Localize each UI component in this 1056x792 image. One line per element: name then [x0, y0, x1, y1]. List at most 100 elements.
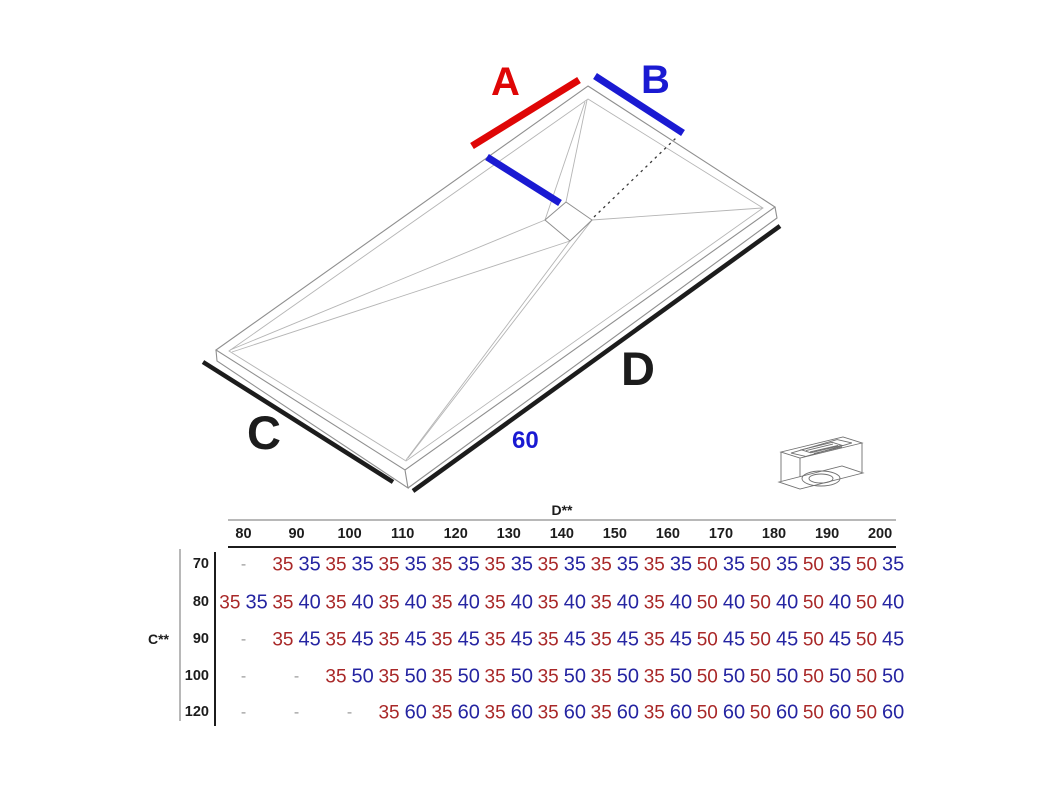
cell-value-blue: 40 [351, 591, 374, 614]
cell-value-red: 50 [749, 629, 771, 651]
cell-value-blue: 60 [457, 701, 480, 724]
cell-value-blue: 60 [828, 701, 852, 724]
column-header: 190 [814, 526, 840, 542]
cell-value-red: 50 [802, 702, 824, 724]
table-cell: 35 35 [431, 554, 479, 577]
cell-value-blue: 50 [457, 665, 480, 688]
cell-value-red: 50 [696, 629, 718, 651]
table-cell: 35 40 [272, 592, 320, 615]
table-cell: 35 35 [591, 554, 639, 577]
table-cell: - [294, 704, 299, 722]
cell-value-red: 35 [590, 629, 612, 651]
table-cell: 35 40 [325, 592, 373, 615]
cell-value-red: 50 [802, 666, 824, 688]
empty-cell-marker: - [293, 668, 300, 685]
cell-value-blue: 45 [351, 628, 374, 651]
table-cell: 50 35 [856, 554, 904, 577]
cell-value-red: 35 [643, 702, 665, 724]
cell-value-blue: 45 [616, 628, 640, 651]
table-cell: - [294, 668, 299, 686]
column-header: 100 [337, 526, 362, 542]
table-cell: 35 60 [644, 702, 692, 725]
tray-thickness-edges [215, 206, 778, 490]
table-cell: 50 60 [803, 702, 851, 725]
cell-value-red: 35 [378, 554, 400, 576]
cell-value-blue: 50 [669, 665, 693, 688]
cell-value-blue: 35 [669, 553, 693, 576]
cell-value-red: 35 [272, 629, 294, 651]
table-cell: 50 40 [697, 592, 745, 615]
cell-value-blue: 35 [510, 553, 533, 576]
table-cell: 35 45 [431, 629, 479, 652]
cell-value-blue: 40 [882, 591, 905, 614]
cell-value-red: 35 [537, 666, 559, 688]
cell-value-blue: 50 [563, 665, 586, 688]
table-cell: 35 45 [644, 629, 692, 652]
cell-value-blue: 50 [510, 665, 533, 688]
table-cell: 50 60 [856, 702, 904, 725]
cell-value-blue: 45 [510, 628, 533, 651]
table-cell: 35 35 [378, 554, 426, 577]
table-cell: 50 45 [697, 629, 745, 652]
table-cell: 35 45 [538, 629, 586, 652]
cell-value-red: 35 [484, 666, 506, 688]
row-header: 90 [192, 631, 209, 647]
table-cell: 50 45 [803, 629, 851, 652]
table-cell: 35 40 [644, 592, 692, 615]
cell-value-red: 35 [325, 629, 347, 651]
cell-value-blue: 35 [298, 553, 321, 576]
table-cell: 50 60 [697, 702, 745, 725]
cell-value-red: 50 [696, 592, 718, 614]
cell-value-red: 35 [643, 666, 665, 688]
cell-value-blue: 45 [298, 628, 321, 651]
cell-value-blue: 40 [457, 591, 480, 614]
column-header: 120 [443, 526, 468, 542]
cell-value-blue: 45 [669, 628, 693, 651]
row-axis-label: C** [148, 631, 170, 647]
cell-value-red: 35 [431, 592, 453, 614]
empty-cell-marker: - [240, 668, 247, 685]
table-cell: 50 45 [856, 629, 904, 652]
cell-value-red: 35 [431, 629, 453, 651]
cell-value-blue: 40 [510, 591, 533, 614]
table-header-rule [228, 546, 896, 548]
tray-inner-rim [228, 98, 764, 462]
cell-value-blue: 60 [510, 701, 533, 724]
drain-square [544, 201, 593, 242]
empty-cell-marker: - [240, 556, 247, 573]
table-cell: 50 50 [803, 666, 851, 689]
table-cell: 50 40 [803, 592, 851, 615]
cell-value-red: 50 [749, 554, 771, 576]
table-cell: 35 40 [591, 592, 639, 615]
table-cell: 50 40 [750, 592, 798, 615]
cell-value-red: 50 [855, 554, 878, 576]
column-axis-label: D** [551, 502, 573, 518]
dimension-a-line [470, 77, 581, 149]
dimension-c-line [201, 360, 395, 484]
empty-cell-marker: - [240, 704, 247, 721]
cell-value-red: 35 [378, 702, 400, 724]
cell-value-red: 50 [855, 592, 878, 614]
table-cell: 35 35 [538, 554, 586, 577]
cell-value-blue: 60 [616, 701, 640, 724]
cell-value-red: 35 [378, 592, 400, 614]
cell-value-red: 35 [484, 629, 506, 651]
cell-value-red: 50 [749, 592, 771, 614]
table-cell: 50 35 [750, 554, 798, 577]
cell-value-blue: 40 [828, 591, 852, 614]
cell-value-red: 35 [431, 702, 453, 724]
table-cell: - [241, 631, 246, 649]
cell-value-blue: 60 [669, 701, 693, 724]
table-cell: 50 50 [697, 666, 745, 689]
cell-value-blue: 45 [722, 628, 746, 651]
cell-value-red: 50 [696, 554, 718, 576]
cell-value-red: 35 [484, 592, 506, 614]
cell-value-blue: 40 [404, 591, 427, 614]
cell-value-red: 35 [537, 702, 559, 724]
cell-value-blue: 35 [775, 553, 799, 576]
drain-offset-label: 60 [512, 427, 539, 454]
cell-value-red: 35 [484, 554, 506, 576]
table-cell: - [241, 556, 246, 574]
